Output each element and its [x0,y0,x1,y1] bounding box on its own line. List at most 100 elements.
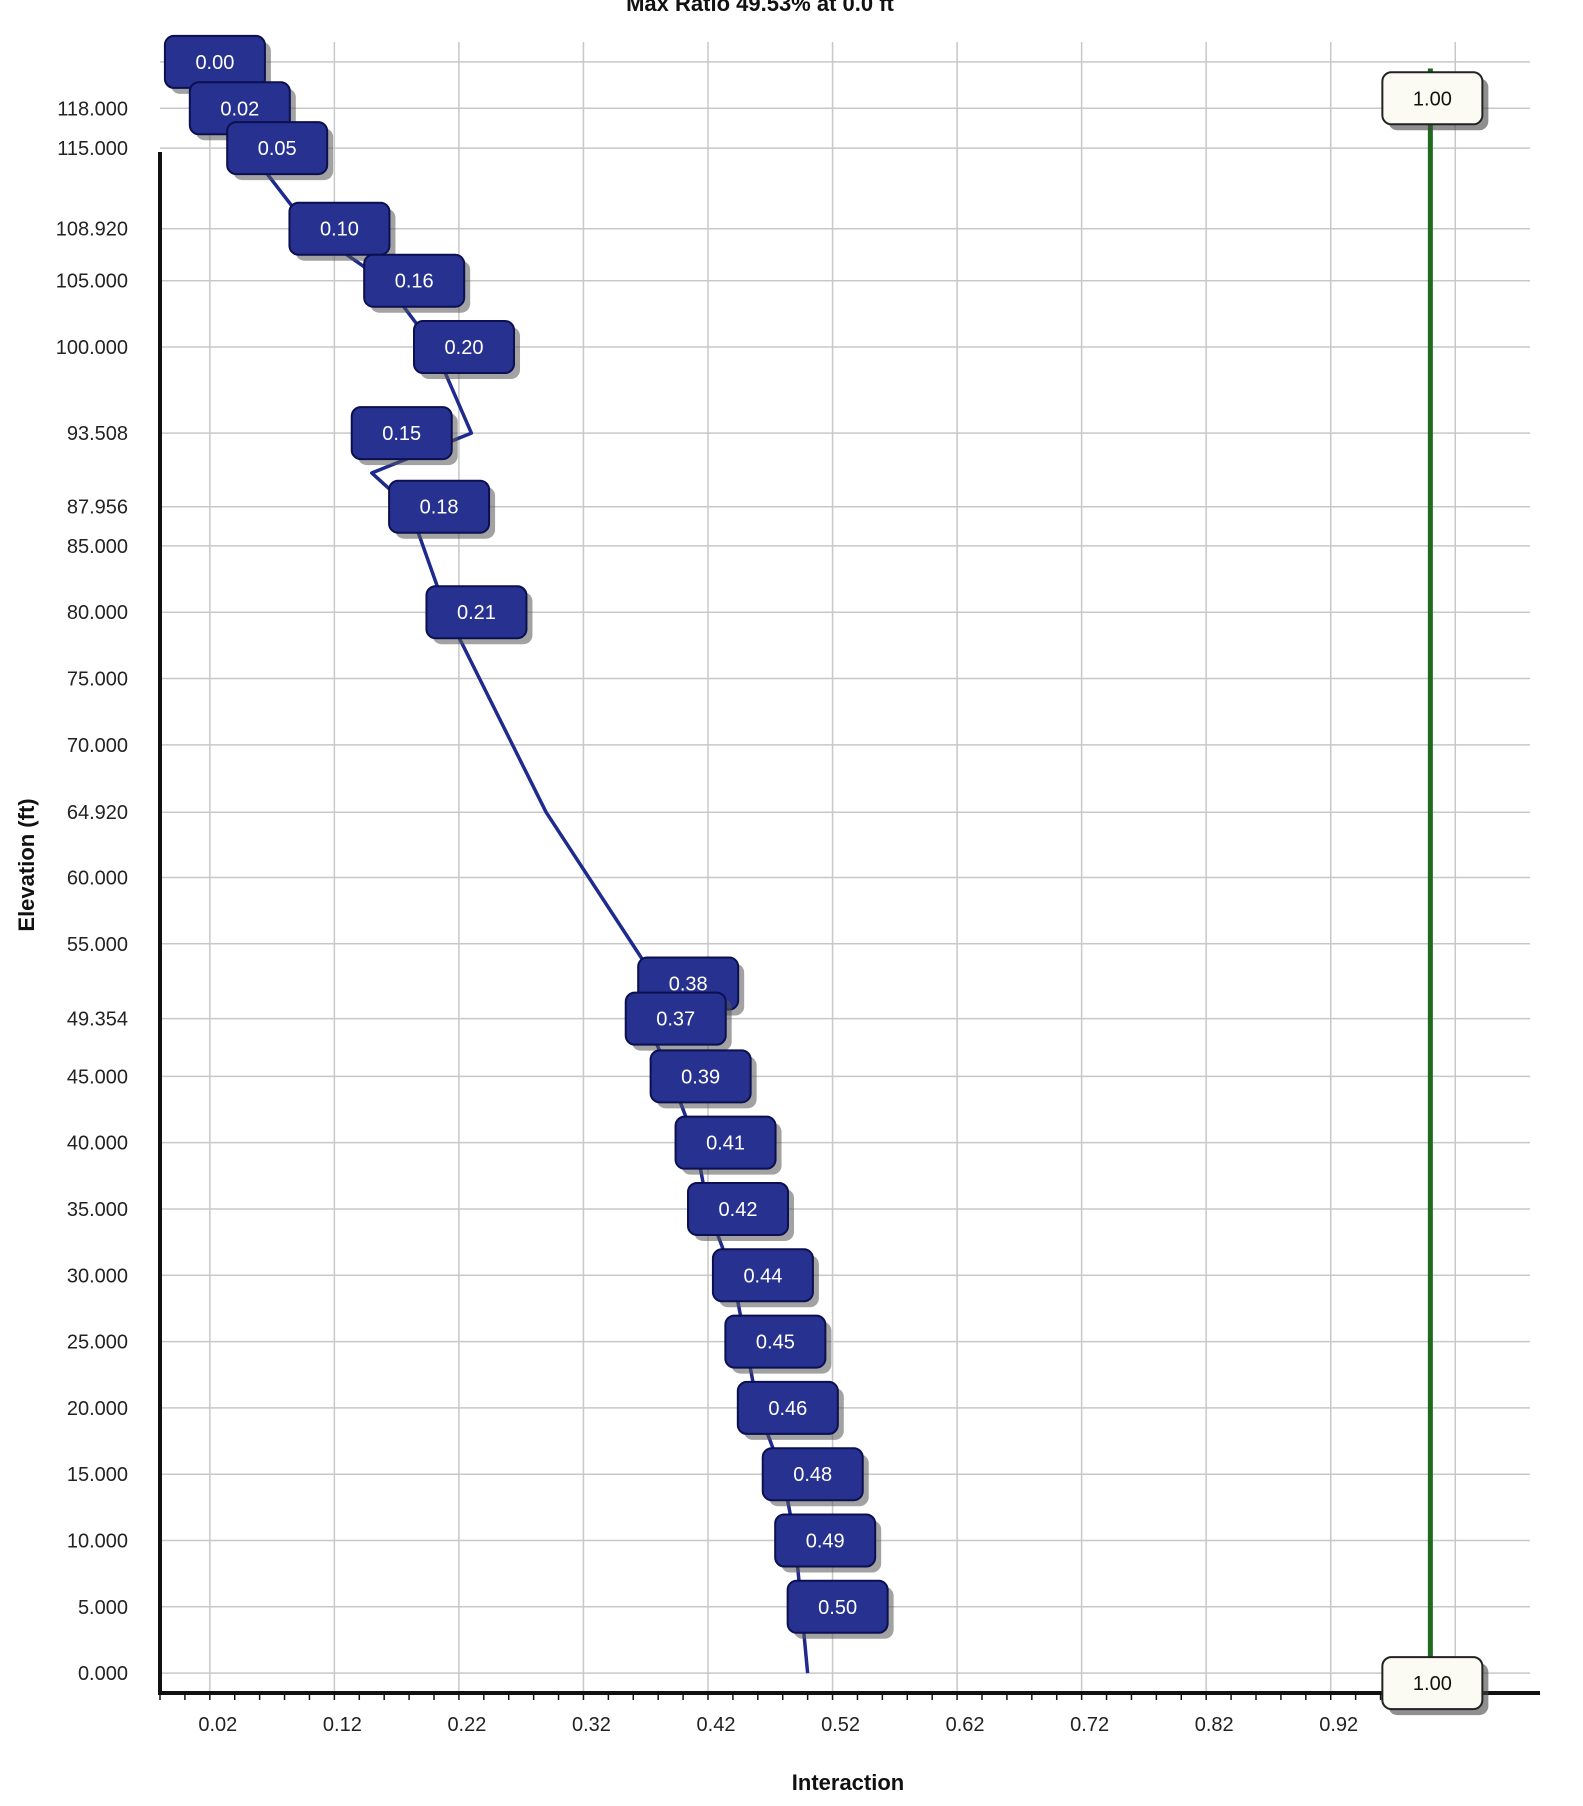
y-tick-label: 5.000 [78,1597,128,1619]
data-label-box [724,1314,827,1369]
x-tick-label: 0.92 [1319,1714,1358,1736]
data-label-box [413,320,515,375]
data-label-text: 0.18 [420,497,459,519]
reference-label-text: 1.00 [1413,1673,1452,1695]
data-label-text: 0.02 [220,98,259,120]
y-tick-label: 0.000 [78,1663,128,1685]
data-label: 0.21 [425,585,533,645]
data-label-text: 0.10 [320,219,359,241]
data-label-box [687,1181,789,1236]
y-tick-label: 108.920 [56,219,128,241]
data-label-text: 0.45 [756,1332,795,1354]
data-label: 0.15 [350,406,458,466]
y-tick-label: 93.508 [67,423,128,445]
y-tick-label: 55.000 [67,934,128,956]
data-label-box [736,1380,839,1435]
data-label-text: 0.41 [706,1133,745,1155]
data-label: 0.46 [736,1380,844,1440]
data-label-box [350,406,453,461]
data-label: 0.49 [774,1513,882,1573]
y-tick-label: 70.000 [67,735,128,757]
data-label-text: 0.37 [656,1009,695,1031]
data-label-box [761,1447,864,1502]
data-label: 0.20 [413,320,520,380]
y-tick-label: 35.000 [67,1199,128,1221]
data-label-box [288,201,391,256]
y-tick-label: 20.000 [67,1398,128,1420]
data-label: 0.41 [674,1115,782,1175]
data-labels: 0.00 0.02 0.05 0.10 0.16 0.20 0.15 0.18 0.21 0.38… [163,34,1489,1716]
reference-label: 1.00 [1381,71,1489,131]
x-tick-label: 0.02 [198,1714,237,1736]
data-label-text: 0.38 [669,974,708,996]
reference-label-text: 1.00 [1413,88,1452,110]
y-tick-label: 40.000 [67,1133,128,1155]
y-tick-label: 45.000 [67,1066,128,1088]
tick-labels: 0.02 0.12 0.22 0.32 0.42 0.52 0.62 0.72 0.82 0.92… [56,98,1358,1736]
data-label: 0.00 [163,34,271,94]
y-tick-label: 25.000 [67,1332,128,1354]
data-label-text: 0.15 [382,423,421,445]
data-label-text: 0.46 [768,1398,807,1420]
reference-label-box [1381,1656,1484,1711]
y-tick-label: 118.000 [57,98,128,120]
y-tick-label: 80.000 [67,602,128,624]
data-label-text: 0.16 [395,271,434,293]
y-tick-label: 60.000 [67,867,128,889]
reference-label: 1.00 [1381,1656,1489,1716]
data-label-text: 0.50 [818,1597,857,1619]
y-tick-label: 105.000 [56,271,128,293]
data-label-box [226,121,329,176]
interaction-line [183,61,810,1674]
reference-label-box [1381,71,1484,126]
data-label-box [388,479,491,534]
chart-title: Max Ratio 49.53% at 0.0 ft [626,0,894,16]
x-tick-label: 0.62 [946,1714,985,1736]
data-label: 0.05 [226,121,334,181]
data-label: 0.39 [649,1049,757,1109]
axes [158,152,1540,1700]
data-label-box [786,1579,889,1634]
x-tick-label: 0.42 [697,1714,736,1736]
data-label: 0.42 [687,1181,794,1241]
y-tick-label: 30.000 [67,1265,128,1287]
y-tick-label: 10.000 [67,1530,128,1552]
x-tick-label: 0.52 [821,1714,860,1736]
x-tick-label: 0.72 [1070,1714,1109,1736]
data-label-text: 0.05 [258,138,297,160]
y-tick-label: 115.000 [57,138,128,160]
data-label: 0.10 [288,201,396,261]
y-tick-label: 85.000 [67,536,128,558]
data-label-text: 0.44 [743,1265,782,1287]
data-label-box [774,1513,877,1568]
x-tick-label: 0.22 [447,1714,486,1736]
data-label-box [425,585,528,640]
y-tick-label: 100.000 [56,337,128,359]
data-label: 0.18 [388,479,496,539]
y-tick-label: 15.000 [67,1464,128,1486]
data-label-box [674,1115,777,1170]
data-label-text: 0.21 [457,602,496,624]
y-tick-label: 49.354 [67,1009,128,1031]
data-label-box [624,991,727,1046]
data-label-text: 0.48 [793,1464,832,1486]
x-tick-label: 0.12 [323,1714,362,1736]
data-label-box [649,1049,752,1104]
y-tick-label: 64.920 [67,802,128,824]
data-label: 0.16 [363,253,471,313]
data-label: 0.50 [786,1579,894,1639]
data-label-text: 0.42 [719,1199,758,1221]
x-axis-label: Interaction [792,1770,904,1795]
data-label-box [711,1248,814,1303]
data-label-text: 0.39 [681,1066,720,1088]
y-axis-label: Elevation (ft) [14,798,39,931]
data-label: 0.37 [624,991,732,1051]
x-tick-label: 0.32 [572,1714,611,1736]
data-label: 0.45 [724,1314,832,1374]
data-label: 0.48 [761,1447,869,1507]
data-label: 0.44 [711,1248,819,1308]
data-label-text: 0.00 [195,52,234,74]
data-label-text: 0.49 [806,1530,845,1552]
data-label-text: 0.20 [445,337,484,359]
